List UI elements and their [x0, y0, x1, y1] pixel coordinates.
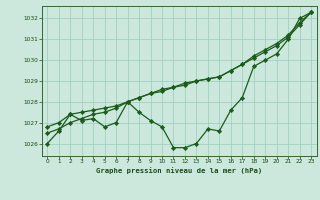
- X-axis label: Graphe pression niveau de la mer (hPa): Graphe pression niveau de la mer (hPa): [96, 167, 262, 174]
